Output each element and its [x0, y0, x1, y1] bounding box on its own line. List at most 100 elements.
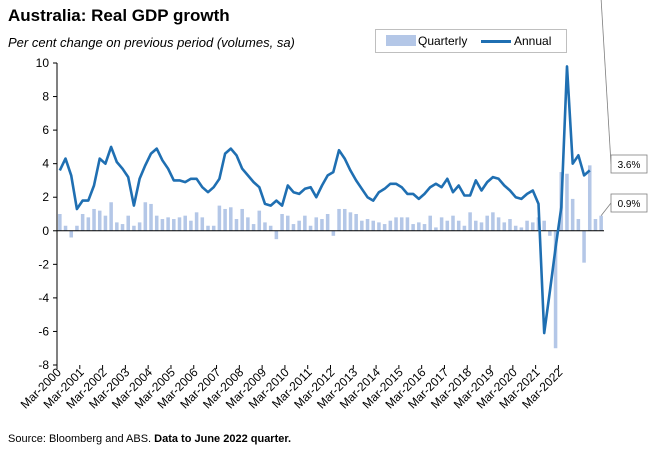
quarterly-bar: [149, 203, 153, 231]
quarterly-bar: [280, 214, 284, 231]
chart-title: Australia: Real GDP growth: [8, 6, 230, 25]
quarterly-bar: [485, 215, 489, 231]
quarterly-bar: [325, 214, 330, 231]
callout-label: 3.6%: [618, 160, 641, 171]
legend-label-quarterly: Quarterly: [418, 34, 468, 48]
y-tick-label: -4: [38, 291, 49, 305]
quarterly-bar: [388, 220, 393, 231]
y-tick-label: 10: [36, 56, 50, 70]
quarterly-bar: [285, 215, 290, 231]
quarterly-bar: [587, 165, 592, 231]
annual-line: [58, 65, 591, 335]
quarterly-bar: [75, 225, 79, 231]
quarterly-bar: [474, 220, 478, 231]
quarterly-bar: [126, 215, 130, 231]
quarterly-bar: [553, 230, 558, 349]
quarterly-bar: [513, 225, 518, 231]
quarterly-bar: [172, 219, 176, 231]
quarterly-bar: [360, 220, 364, 231]
quarterly-bar: [479, 222, 484, 231]
quarterly-bar: [268, 225, 273, 231]
quarterly-bar: [542, 220, 546, 231]
y-tick-label: 0: [42, 224, 49, 238]
quarterly-bar: [263, 222, 267, 231]
quarterly-bar: [206, 225, 210, 231]
quarterly-bar: [462, 225, 467, 231]
legend-swatch-annual: [481, 40, 511, 43]
quarterly-bar: [160, 219, 165, 231]
quarterly-bar: [63, 225, 68, 231]
quarterly-bar: [565, 173, 569, 231]
quarterly-bar: [422, 224, 427, 231]
quarterly-bar: [382, 224, 387, 231]
quarterly-bar: [314, 217, 319, 231]
quarterly-bar: [177, 217, 182, 231]
quarterly-bar: [417, 222, 421, 231]
quarterly-bar: [58, 214, 62, 231]
quarterly-bar: [229, 207, 233, 231]
quarterly-bar: [348, 212, 353, 231]
quarterly-bar: [183, 215, 187, 231]
quarterly-bar: [371, 220, 376, 231]
callout-box: [610, 154, 648, 174]
y-tick-label: 2: [42, 190, 49, 204]
quarterly-bar: [103, 215, 108, 231]
quarterly-bar: [211, 225, 216, 231]
quarterly-bar: [200, 217, 205, 231]
quarterly-bar: [399, 217, 404, 231]
quarterly-bar: [331, 230, 336, 236]
quarterly-bar: [194, 212, 199, 231]
callout-box: [610, 193, 648, 213]
quarterly-bar: [519, 227, 524, 231]
quarterly-bar: [97, 210, 102, 231]
quarterly-bar: [428, 215, 432, 231]
quarterly-bar: [405, 217, 410, 231]
quarterly-bar: [456, 220, 461, 231]
quarterly-bar: [496, 217, 501, 231]
quarterly-bar: [508, 219, 512, 231]
quarterly-bar: [342, 208, 347, 231]
legend-swatch-quarterly: [386, 35, 416, 46]
quarterly-bar: [548, 230, 552, 236]
quarterly-bar: [570, 198, 575, 231]
quarterly-bar: [411, 224, 415, 231]
quarterly-bar: [576, 219, 581, 231]
callout-leader: [600, 0, 612, 165]
quarterly-bar: [439, 217, 444, 231]
quarterly-bar: [120, 224, 125, 231]
quarterly-bar: [320, 219, 324, 231]
quarterly-bar: [365, 219, 370, 231]
quarterly-bar: [274, 230, 279, 240]
quarterly-bar: [257, 210, 262, 231]
quarterly-bar: [246, 217, 250, 231]
quarterly-bar: [80, 214, 85, 231]
quarterly-bar: [86, 217, 91, 231]
quarterly-bar: [234, 219, 239, 231]
data-note: Data to June 2022 quarter.: [154, 433, 292, 445]
quarterly-bar: [223, 208, 227, 231]
legend: Quarterly Annual: [375, 29, 567, 53]
quarterly-bar: [434, 227, 438, 231]
quarterly-bar: [143, 202, 148, 231]
quarterly-bar: [599, 215, 603, 231]
callout-label: 0.9%: [618, 199, 641, 210]
y-tick-label: -8: [38, 358, 49, 372]
quarterly-bar: [308, 225, 313, 231]
quarterly-bar: [303, 215, 307, 231]
callout-leader: [600, 202, 612, 216]
y-tick-label: 8: [42, 90, 49, 104]
quarterly-bar: [137, 222, 142, 231]
y-tick-label: 4: [42, 157, 49, 171]
quarterly-bar: [154, 215, 159, 231]
quarterly-bar: [189, 220, 193, 231]
y-tick-label: -2: [38, 257, 49, 271]
quarterly-bar: [582, 230, 586, 263]
quarterly-bar: [251, 224, 256, 231]
quarterly-bar: [92, 208, 96, 231]
quarterly-bar: [115, 222, 119, 231]
quarterly-bar: [394, 217, 398, 231]
quarterly-bar: [166, 217, 170, 231]
quarterly-bar: [69, 230, 74, 238]
quarterly-bar: [491, 212, 495, 231]
quarterly-bar: [217, 205, 222, 231]
